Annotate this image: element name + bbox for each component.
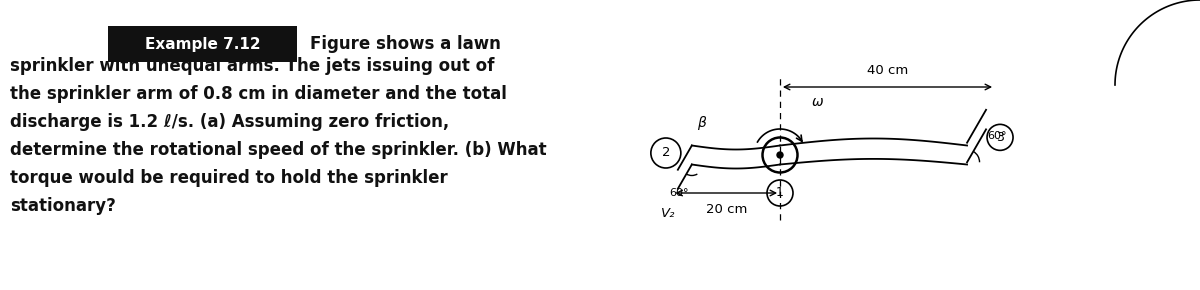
FancyBboxPatch shape xyxy=(108,26,298,62)
Text: β: β xyxy=(697,117,706,130)
Text: Example 7.12: Example 7.12 xyxy=(145,37,260,52)
Text: sprinkler with unequal arms. The jets issuing out of: sprinkler with unequal arms. The jets is… xyxy=(10,57,494,75)
Text: 1: 1 xyxy=(776,186,784,200)
Text: Figure shows a lawn: Figure shows a lawn xyxy=(310,35,500,53)
Text: the sprinkler arm of 0.8 cm in diameter and the total: the sprinkler arm of 0.8 cm in diameter … xyxy=(10,85,506,103)
Text: 40 cm: 40 cm xyxy=(866,64,908,77)
Text: ω: ω xyxy=(812,95,823,109)
Circle shape xyxy=(778,152,784,158)
Text: 60°: 60° xyxy=(670,188,689,198)
Text: torque would be required to hold the sprinkler: torque would be required to hold the spr… xyxy=(10,169,448,187)
Text: 2: 2 xyxy=(661,146,670,160)
Text: 3: 3 xyxy=(996,131,1004,144)
Text: discharge is 1.2 ℓ/s. (a) Assuming zero friction,: discharge is 1.2 ℓ/s. (a) Assuming zero … xyxy=(10,113,449,131)
Text: V₂: V₂ xyxy=(661,207,676,220)
Text: determine the rotational speed of the sprinkler. (b) What: determine the rotational speed of the sp… xyxy=(10,141,547,159)
Text: 20 cm: 20 cm xyxy=(706,203,746,216)
Text: stationary?: stationary? xyxy=(10,197,116,215)
Text: 60°: 60° xyxy=(988,131,1007,141)
